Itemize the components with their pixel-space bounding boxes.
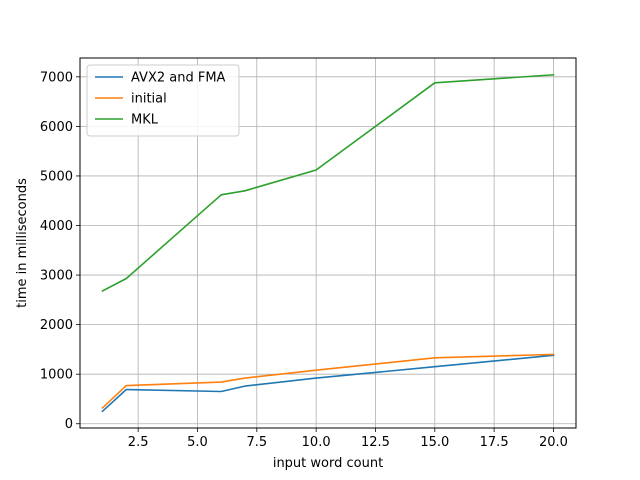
y-tick-label: 4000 [40,219,73,234]
x-tick-label: 15.0 [420,435,449,450]
x-tick-label: 17.5 [480,435,509,450]
series-line-mkl [101,73,555,292]
y-tick-label: 3000 [40,269,73,284]
y-tick-label: 5000 [40,169,73,184]
grid [80,58,576,428]
y-tick-label: 7000 [40,70,73,85]
legend-label: MKL [131,113,159,128]
x-tick-label: 12.5 [361,435,390,450]
y-tick-label: 2000 [40,318,73,333]
series-line-initial [101,353,555,410]
x-axis-label: input word count [273,456,383,471]
series-lines [101,73,555,413]
x-tick-label: 10.0 [302,435,331,450]
legend-label: AVX2 and FMA [131,71,226,86]
legend-box [86,64,240,137]
x-tick-label: 20.0 [539,435,568,450]
y-tick-label: 6000 [40,120,73,135]
legend-label: initial [131,92,167,107]
series-line-avx2-and-fma [101,354,555,413]
y-axis-label: time in milliseconds [15,178,30,308]
ticks: 2.5 5.0 7.5 10.0 12.5 15.0 17.5 20.0 0 1000 2000 30… [40,70,568,450]
x-tick-label: 2.5 [128,435,149,450]
y-tick-label: 0 [65,417,73,432]
legend: AVX2 and FMA initial MKL [86,64,240,137]
x-tick-label: 7.5 [246,435,267,450]
y-tick-label: 1000 [40,368,73,383]
plot-frame [79,57,577,429]
x-tick-label: 5.0 [187,435,208,450]
